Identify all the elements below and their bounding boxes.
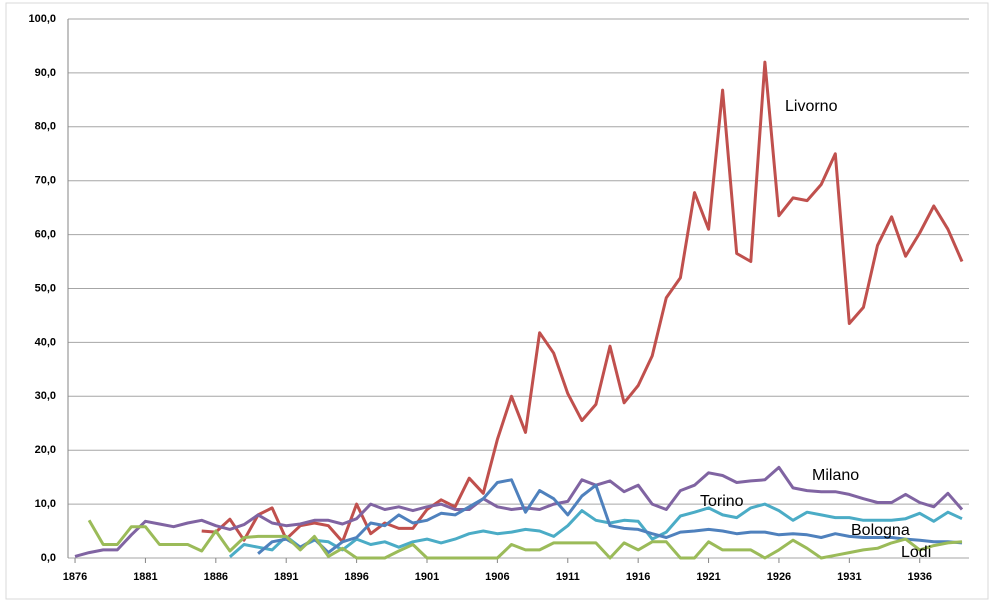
x-tick-label: 1931 (837, 571, 861, 583)
series-label: Livorno (785, 98, 838, 115)
y-tick-label: 10,0 (35, 498, 56, 510)
y-tick-label: 90,0 (35, 67, 56, 79)
series-line (257, 478, 963, 555)
series-line (201, 60, 964, 544)
x-tick-label: 1921 (696, 571, 720, 583)
series-label: Torino (700, 493, 744, 510)
y-tick-label: 70,0 (35, 175, 56, 187)
series-line (74, 465, 964, 558)
chart-frame (5, 2, 989, 600)
x-tick-label: 1876 (63, 571, 87, 583)
x-tick-label: 1936 (907, 571, 931, 583)
y-tick-label: 60,0 (35, 229, 56, 241)
x-tick-label: 1916 (626, 571, 650, 583)
y-tick-label: 0,0 (41, 552, 56, 564)
series-line (87, 519, 963, 560)
x-tick-label: 1911 (556, 571, 580, 583)
series-label: Milano (812, 467, 859, 484)
x-tick-label: 1896 (344, 571, 368, 583)
y-tick-label: 50,0 (35, 282, 56, 294)
y-tick-label: 80,0 (35, 121, 56, 133)
x-tick-label: 1886 (204, 571, 228, 583)
y-tick-label: 40,0 (35, 336, 56, 348)
series-line (228, 502, 963, 559)
y-tick-label: 100,0 (28, 13, 56, 25)
x-tick-label: 1891 (274, 571, 298, 583)
x-tick-label: 1881 (133, 571, 157, 583)
y-tick-label: 30,0 (35, 390, 56, 402)
x-tick-label: 1901 (415, 571, 439, 583)
series-label: Bologna (851, 522, 910, 539)
x-tick-label: 1926 (767, 571, 791, 583)
series-label: Lodi (901, 544, 931, 561)
y-tick-label: 20,0 (35, 444, 56, 456)
x-tick-label: 1906 (485, 571, 509, 583)
